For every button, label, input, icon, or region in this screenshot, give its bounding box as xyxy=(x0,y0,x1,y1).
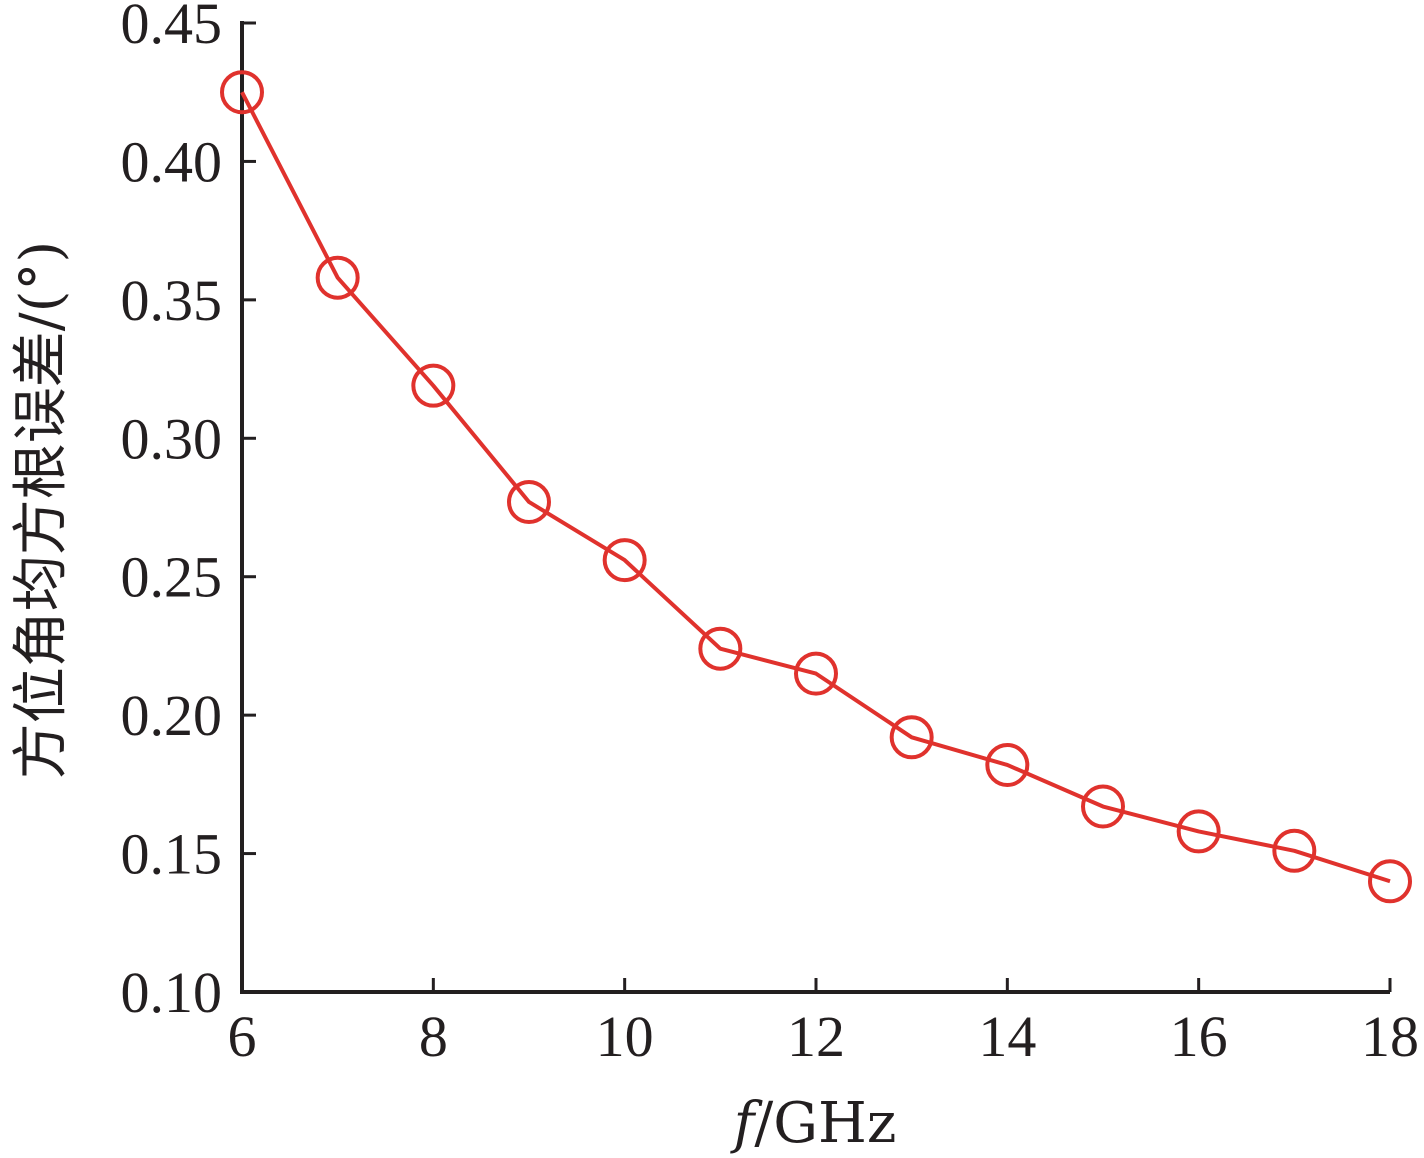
x-axis-title: f/GHz xyxy=(730,1091,897,1156)
x-tick-label: 18 xyxy=(1361,1004,1419,1069)
y-tick-label: 0.10 xyxy=(121,960,223,1025)
y-tick-label: 0.15 xyxy=(121,822,223,887)
data-point-marker xyxy=(411,363,456,408)
data-point-marker xyxy=(889,715,934,760)
y-tick-label: 0.20 xyxy=(121,683,223,748)
data-point-marker xyxy=(698,626,743,671)
y-axis-title: 方位角均方根误差/(°) xyxy=(9,241,74,780)
data-point-marker xyxy=(1272,828,1317,873)
y-tick-label: 0.25 xyxy=(121,545,223,610)
x-tick-label: 16 xyxy=(1170,1004,1228,1069)
x-tick-label: 10 xyxy=(596,1004,654,1069)
data-point-marker xyxy=(985,742,1030,787)
series-line xyxy=(240,91,1391,884)
y-tick-label: 0.30 xyxy=(121,406,223,471)
data-point-marker xyxy=(794,651,838,696)
x-axis-unit: /GHz xyxy=(754,1091,896,1156)
data-point-marker xyxy=(1176,809,1221,854)
data-point-marker xyxy=(1081,784,1125,829)
y-tick-label: 0.35 xyxy=(121,268,223,333)
y-axis-ticks: 0.10 0.15 0.20 0.25 0.30 0.35 0.40 0.45 xyxy=(121,0,256,1025)
x-tick-label: 6 xyxy=(228,1004,257,1069)
x-tick-label: 12 xyxy=(787,1004,845,1069)
y-tick-label: 0.45 xyxy=(121,0,223,56)
data-point-marker xyxy=(507,479,551,524)
data-point-marker xyxy=(220,70,264,115)
data-point-marker xyxy=(315,255,360,300)
y-tick-label: 0.40 xyxy=(121,129,223,194)
data-point-marker xyxy=(602,538,647,583)
x-tick-label: 14 xyxy=(978,1004,1036,1069)
series-layer xyxy=(220,70,1412,904)
data-point-marker xyxy=(1368,859,1412,904)
x-axis-ticks: 6 8 10 12 14 16 18 xyxy=(228,978,1419,1069)
x-tick-label: 8 xyxy=(419,1004,448,1069)
